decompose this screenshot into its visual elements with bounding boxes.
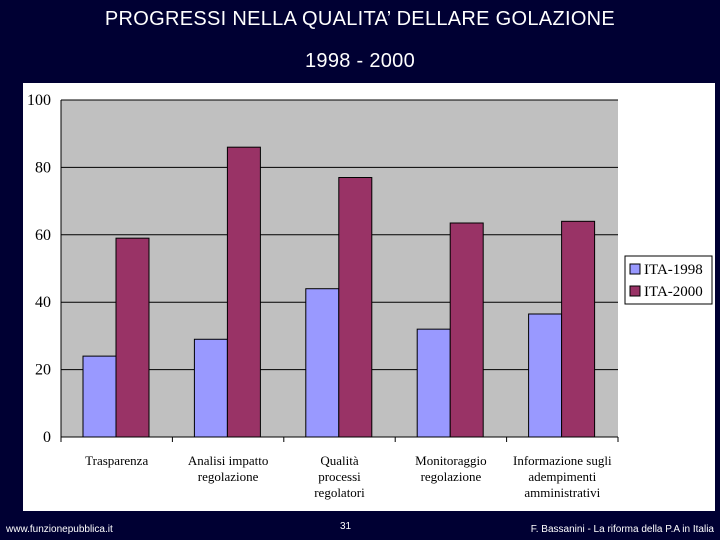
footer-credit: F. Bassanini - La riforma della P.A in I… (530, 524, 714, 535)
footer-website: www.funzionepubblica.it (6, 524, 113, 535)
bar-ita-1998 (305, 288, 340, 438)
bar-ita-2000 (561, 220, 596, 438)
legend-label: ITA-1998 (644, 262, 703, 278)
y-tick-label: 0 (43, 429, 51, 446)
y-tick-label: 80 (35, 159, 51, 176)
chart-panel: 0 20 40 60 80 100 Trasparenza Analisi impatto re… (23, 83, 715, 511)
page-number: 31 (340, 521, 352, 532)
bar-ita-2000 (338, 177, 373, 438)
y-tick-label: 20 (35, 362, 51, 379)
bar-ita-1998 (528, 313, 563, 438)
legend-label: ITA-2000 (644, 284, 703, 300)
x-category-label: Informazione sugli adempimenti amministrat… (513, 453, 612, 500)
y-tick-label: 40 (35, 294, 51, 311)
bar-ita-1998 (82, 355, 117, 438)
bar-ita-1998 (193, 338, 228, 438)
bar-chart: 0 20 40 60 80 100 Trasparenza Analisi impatto re… (27, 92, 713, 500)
legend-swatch (629, 263, 641, 275)
bar-ita-2000 (449, 222, 484, 438)
y-tick-label: 100 (27, 92, 51, 109)
x-category-label: Analisi impatto regolazione (188, 453, 269, 484)
bar-ita-2000 (115, 237, 150, 438)
x-category-label: Trasparenza (85, 453, 148, 468)
x-category-label: Qualità processi regolatori (314, 453, 365, 500)
slide-title: PROGRESSI NELLA QUALITA’ DELLARE GOLAZIO… (104, 8, 616, 30)
bar-ita-1998 (416, 328, 451, 438)
legend-swatch (629, 285, 641, 297)
slide-subtitle: 1998 - 2000 (304, 50, 416, 72)
x-category-label: Monitoraggio regolazione (415, 453, 487, 484)
bar-ita-2000 (226, 146, 261, 438)
y-tick-label: 60 (35, 227, 51, 244)
